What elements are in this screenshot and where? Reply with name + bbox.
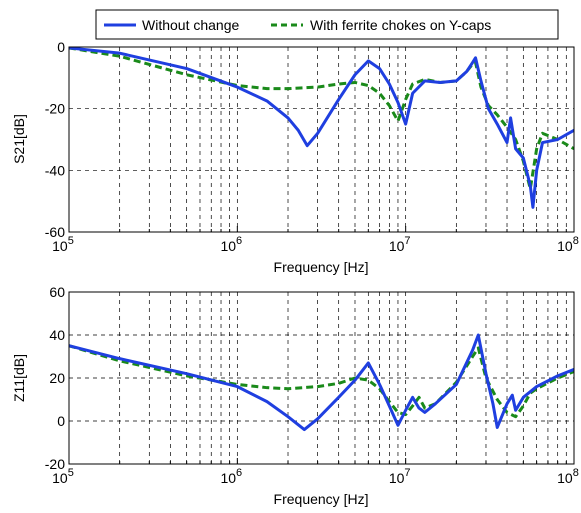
z11-y-axis-label: Z11[dB] (11, 354, 27, 402)
z11-tick-labels: -20 0 20 40 60 105 106 107 108 (45, 284, 579, 486)
legend: Without change With ferrite chokes on Y-… (95, 9, 559, 40)
z11-plot-frame (68, 291, 575, 465)
z11-y-tick-label: 40 (49, 327, 65, 343)
s21-x-tick-label: 106 (220, 235, 242, 254)
s21-tick-labels: -60 -40 -20 0 105 106 107 108 (45, 39, 579, 254)
z11-x-tick-label: 107 (389, 467, 411, 486)
z11-x-axis-label: Frequency [Hz] (274, 491, 369, 507)
s21-y-tick-label: -60 (45, 224, 65, 240)
z11-x-tick-label: 108 (557, 467, 579, 486)
z11-series-group (69, 333, 574, 432)
z11-x-tick-label: 105 (52, 467, 74, 486)
s21-y-tick-label: -20 (45, 101, 65, 117)
z11-y-tick-label: -20 (45, 456, 65, 472)
z11-y-tick-label: 60 (49, 284, 65, 300)
z11-subplot: -20 0 20 40 60 105 106 107 108 Frequency [Hz] Z1… (11, 284, 579, 507)
s21-y-tick-label: -40 (45, 162, 65, 178)
s21-x-tick-label: 107 (389, 235, 411, 254)
legend-label-ferrite-chokes: With ferrite chokes on Y-caps (310, 17, 491, 33)
z11-y-tick-label: 0 (57, 413, 65, 429)
s21-series-group (69, 47, 574, 209)
s21-x-tick-label: 105 (52, 235, 74, 254)
s21-plot-frame (68, 46, 575, 233)
s21-grid (69, 47, 574, 232)
s21-plot-area (69, 47, 574, 232)
z11-x-tick-label: 106 (220, 467, 242, 486)
s21-y-tick-label: 0 (57, 39, 65, 55)
legend-box (95, 9, 559, 40)
z11-y-tick-label: 20 (49, 370, 65, 386)
s21-x-axis-label: Frequency [Hz] (274, 259, 369, 275)
s21-subplot: -60 -40 -20 0 105 106 107 108 Frequency [Hz] S2… (11, 39, 579, 275)
s21-y-axis-label: S21[dB] (11, 114, 27, 164)
z11-plot-area (69, 292, 574, 464)
legend-label-without-change: Without change (142, 17, 239, 33)
s21-series-without-change (69, 47, 574, 209)
s21-x-tick-label: 108 (557, 235, 579, 254)
z11-series-without-change (69, 333, 574, 432)
